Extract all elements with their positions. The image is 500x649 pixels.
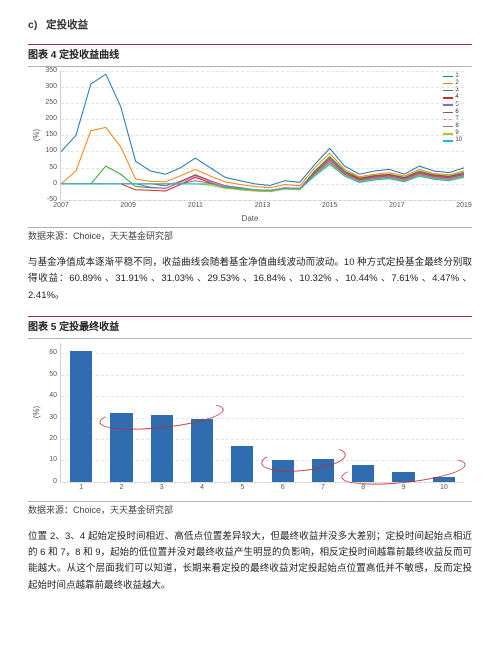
- chart1-ytick: 0: [39, 178, 57, 189]
- chart1-ytick: 250: [39, 98, 57, 109]
- chart1-ytick: 200: [39, 114, 57, 125]
- paragraph-1: 与基金净值成本逐渐平稳不同，收益曲线会随着基金净值曲线波动而波动。10 种方式定…: [28, 255, 472, 303]
- chart1-xtick: 2019: [456, 201, 472, 212]
- section-heading: c) 定投收益: [28, 18, 472, 34]
- chart2-xtick: 5: [240, 483, 244, 494]
- chart2-xtick: 7: [321, 483, 325, 494]
- chart2-xtick: 9: [402, 483, 406, 494]
- paragraph-2: 位置 2、3、4 起始定投时间相近、高低点位置差异较大，但最终收益并没多大差别；…: [28, 529, 472, 594]
- chart2-bar: [231, 446, 253, 482]
- section-letter: c): [28, 19, 37, 31]
- chart2-xtick: 2: [119, 483, 123, 494]
- chart1-xtick: 2013: [255, 201, 271, 212]
- chart2-bar: [70, 351, 92, 481]
- chart1-xtick: 2011: [188, 201, 203, 212]
- chart2-ytick: 50: [39, 369, 57, 380]
- chart2-ytick: 10: [39, 455, 57, 466]
- chart1-svg: [61, 71, 464, 200]
- figure-1-title: 图表 4 定投收益曲线: [28, 44, 472, 67]
- chart2-xtick: 3: [160, 483, 164, 494]
- chart2-ytick: 60: [39, 348, 57, 359]
- chart1-ytick: 100: [39, 146, 57, 157]
- figure-2-chart: (%) 010203040506012345678910: [60, 343, 464, 483]
- chart2-ytick: 40: [39, 391, 57, 402]
- chart1-ytick: 350: [39, 66, 57, 77]
- chart1-ytick: 50: [39, 162, 57, 173]
- chart1-xlabel: Date: [28, 213, 472, 225]
- chart2-xtick: 8: [361, 483, 365, 494]
- chart2-ytick: 20: [39, 434, 57, 445]
- chart1-xtick: 2017: [389, 201, 405, 212]
- chart2-ytick: 0: [39, 476, 57, 487]
- chart2-bar: [191, 419, 213, 482]
- chart2-xtick: 6: [281, 483, 285, 494]
- chart2-xtick: 4: [200, 483, 204, 494]
- figure-2-source: 数据来源：Choice，天天基金研究部: [28, 501, 472, 518]
- chart1-ytick: 300: [39, 82, 57, 93]
- figure-2-title: 图表 5 定投最终收益: [28, 316, 472, 339]
- chart2-ytick: 30: [39, 412, 57, 423]
- figure-1-chart: (%) 12345678910 -50050100150200250300350…: [60, 71, 464, 201]
- chart1-xtick: 2009: [120, 201, 136, 212]
- section-title: 定投收益: [46, 19, 88, 31]
- chart1-ytick: 150: [39, 130, 57, 141]
- figure-1-source: 数据来源：Choice，天天基金研究部: [28, 227, 472, 244]
- chart2-xtick: 1: [79, 483, 83, 494]
- chart1-xtick: 2007: [53, 201, 69, 212]
- chart2-xtick: 10: [440, 483, 448, 494]
- chart1-xtick: 2015: [322, 201, 338, 212]
